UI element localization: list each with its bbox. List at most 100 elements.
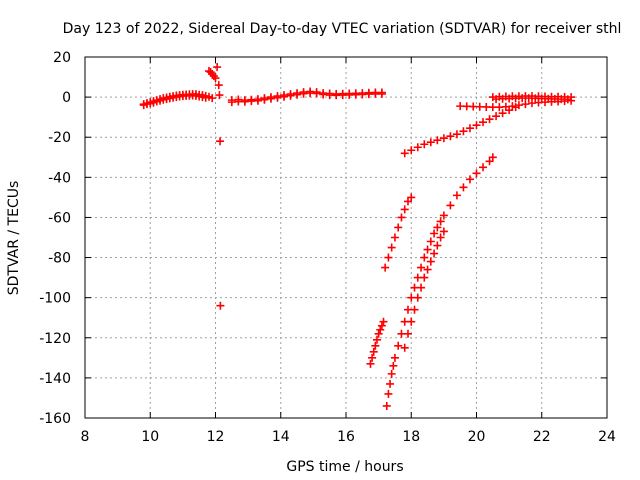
data-point	[387, 243, 396, 252]
data-point	[390, 353, 399, 362]
series-baseline-mid-lower	[227, 89, 386, 107]
data-point	[479, 118, 488, 127]
data-point	[372, 335, 381, 344]
data-point	[433, 223, 442, 232]
data-point	[260, 95, 269, 104]
data-point	[379, 317, 388, 326]
series-arc-d	[400, 227, 448, 352]
data-point	[253, 96, 262, 105]
data-point	[394, 341, 403, 350]
data-point	[472, 169, 481, 178]
y-tick-label: -140	[39, 371, 71, 387]
data-point	[465, 175, 474, 184]
series-recovery-a	[400, 103, 520, 158]
data-point	[397, 213, 406, 222]
data-point	[413, 143, 422, 152]
series-arc-a	[366, 317, 388, 368]
data-point	[376, 325, 385, 334]
y-tick-label: 0	[62, 90, 71, 106]
data-point	[410, 305, 419, 314]
data-point	[439, 211, 448, 220]
data-point	[492, 112, 501, 121]
data-point	[216, 301, 225, 310]
y-tick-label: -100	[39, 291, 71, 307]
data-point	[400, 343, 409, 352]
data-point	[384, 253, 393, 262]
y-tick-label: -120	[39, 331, 71, 347]
data-point	[407, 317, 416, 326]
x-tick-label: 8	[81, 429, 90, 445]
x-tick-label: 18	[402, 429, 420, 445]
data-point	[377, 321, 386, 330]
data-point	[381, 263, 390, 272]
data-point	[430, 249, 439, 258]
x-tick-label: 20	[468, 429, 486, 445]
y-axis-label: SDTVAR / TECUs	[6, 181, 22, 296]
data-point	[446, 201, 455, 210]
data-point	[426, 237, 435, 246]
data-point	[433, 136, 442, 145]
data-point	[286, 91, 295, 100]
data-point	[485, 115, 494, 124]
x-tick-label: 10	[141, 429, 159, 445]
data-point	[420, 253, 429, 262]
data-point	[293, 90, 302, 99]
data-point	[266, 94, 275, 103]
data-points	[139, 63, 576, 410]
data-point	[563, 95, 572, 104]
data-point	[433, 241, 442, 250]
data-point	[439, 134, 448, 143]
data-point	[390, 233, 399, 242]
data-point	[521, 100, 530, 109]
data-point	[479, 163, 488, 172]
data-point	[417, 263, 426, 272]
data-point	[413, 293, 422, 302]
data-point	[377, 89, 386, 98]
data-point	[423, 265, 432, 274]
series-baseline-early-lower	[139, 91, 210, 110]
data-point	[280, 92, 289, 101]
data-point	[366, 359, 375, 368]
data-point	[439, 227, 448, 236]
data-point	[452, 191, 461, 200]
y-tick-label: -60	[48, 210, 71, 226]
y-tick-label: 20	[53, 50, 71, 66]
data-point	[459, 183, 468, 192]
data-point	[426, 257, 435, 266]
x-tick-label: 22	[533, 429, 551, 445]
data-point	[430, 229, 439, 238]
y-tick-label: -20	[48, 130, 71, 146]
series-arc-b	[381, 193, 416, 272]
data-point	[387, 369, 396, 378]
x-tick-label: 16	[337, 429, 355, 445]
data-point	[371, 341, 380, 350]
data-point	[386, 379, 395, 388]
data-point	[514, 101, 523, 110]
data-point	[488, 153, 497, 162]
data-point	[369, 347, 378, 356]
data-point	[312, 89, 321, 98]
data-point	[407, 193, 416, 202]
data-point	[423, 245, 432, 254]
data-point	[389, 361, 398, 370]
data-point	[459, 127, 468, 136]
data-point	[417, 283, 426, 292]
data-point	[374, 329, 383, 338]
data-point	[403, 197, 412, 206]
data-point	[403, 329, 412, 338]
data-point	[452, 130, 461, 139]
y-tick-label: -160	[39, 411, 71, 427]
data-point	[426, 138, 435, 147]
data-point	[214, 81, 223, 90]
data-point	[215, 91, 224, 100]
data-point	[201, 93, 210, 102]
data-point	[436, 233, 445, 242]
data-point	[446, 132, 455, 141]
data-point	[472, 121, 481, 130]
data-point	[273, 93, 282, 102]
x-tick-label: 14	[272, 429, 290, 445]
y-axis-ticks: -160 -140 -120 -100 -80 -60 -40 -20 0 20	[39, 50, 607, 427]
data-point	[211, 74, 220, 83]
data-point	[400, 205, 409, 214]
